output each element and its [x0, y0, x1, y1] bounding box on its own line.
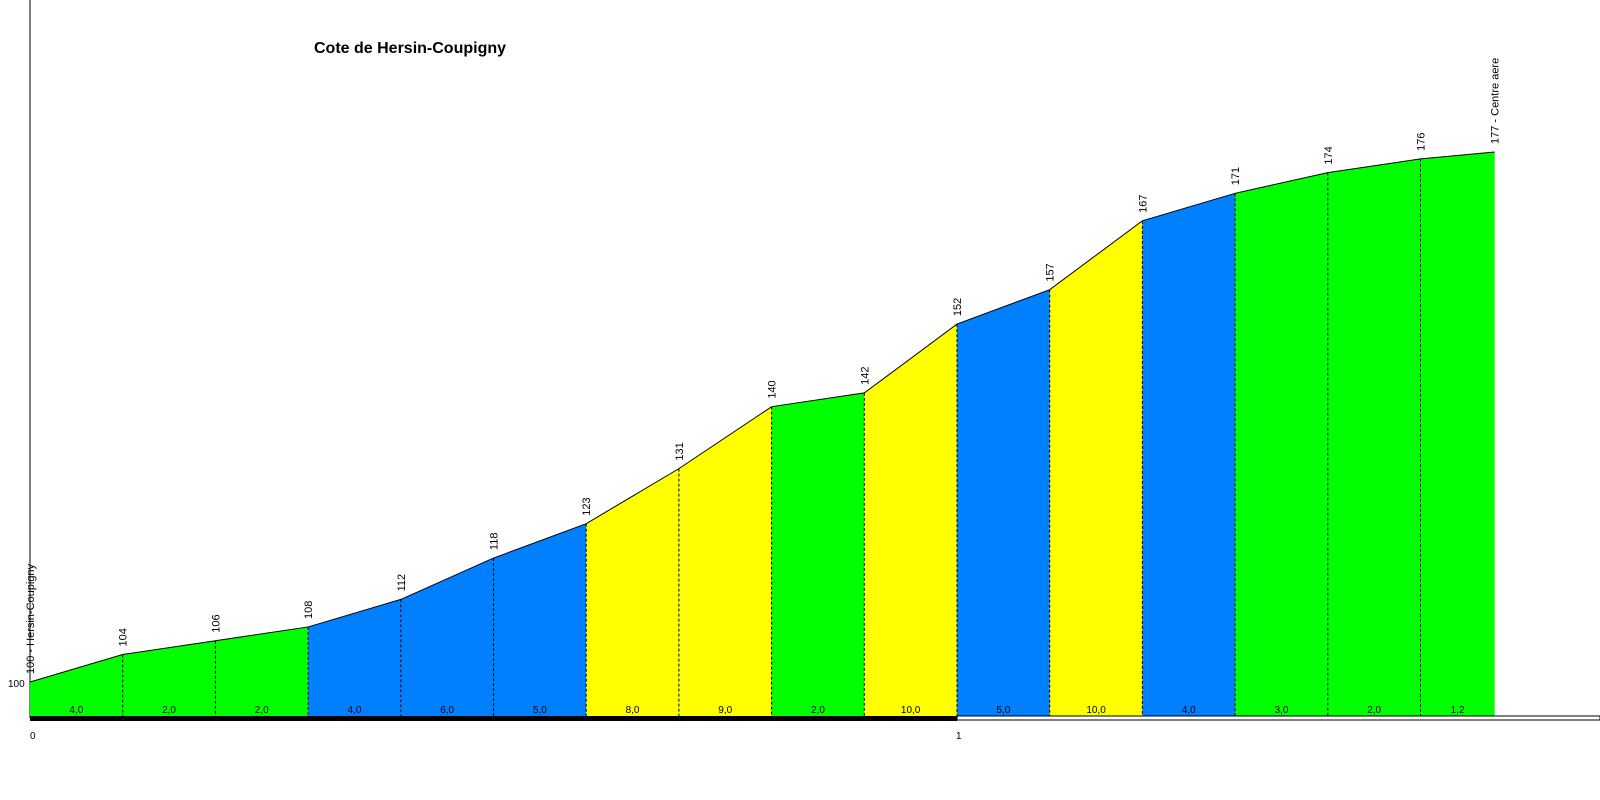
elevation-label: 106 — [210, 614, 222, 632]
y-axis-label: 100 — [8, 679, 25, 690]
elevation-label: 131 — [674, 442, 686, 460]
profile-line — [29, 151, 1495, 683]
gradient-segment — [30, 654, 123, 716]
elevation-label: 108 — [303, 601, 315, 619]
gradient-label: 6,0 — [440, 705, 454, 716]
elevation-label: 100 - Hersin-Coupigny — [25, 563, 37, 674]
elevation-label: 118 — [489, 533, 501, 551]
elevation-label: 176 — [1416, 133, 1428, 151]
gradient-segment — [957, 289, 1050, 716]
gradient-segment — [122, 640, 216, 716]
gradient-label: 5,0 — [996, 705, 1010, 716]
gradient-segment — [215, 626, 309, 716]
elevation-label: 171 — [1230, 167, 1242, 185]
gradient-segment — [1420, 152, 1495, 716]
gradient-segment — [493, 523, 587, 716]
gradient-labels: 4,0 2,0 2,0 4,0 6,0 5,0 8,0 9,0 2,0 10,0 5,0 10,0 4,… — [69, 705, 1465, 716]
elevation-label: 140 — [767, 380, 779, 398]
elevation-label: 104 — [118, 628, 130, 646]
gradient-label: 9,0 — [718, 705, 732, 716]
gradient-label: 8,0 — [626, 705, 640, 716]
gradient-label: 10,0 — [901, 705, 921, 716]
gradient-label: 4,0 — [347, 705, 361, 716]
x-tick-0: 0 — [30, 731, 36, 742]
chart-title: Cote de Hersin-Coupigny — [314, 40, 506, 57]
elevation-label: 152 — [952, 298, 964, 316]
elevation-label: 174 — [1323, 146, 1335, 164]
elevation-labels: 100 - Hersin-Coupigny 104 106 108 112 118 123 1… — [25, 58, 1502, 674]
gradient-segment — [678, 406, 772, 716]
gradient-label: 10,0 — [1086, 705, 1106, 716]
x-tick-1: 1 — [956, 731, 962, 742]
elevation-label: 177 - Centre aere — [1490, 58, 1502, 144]
gradient-segment — [1049, 220, 1143, 716]
gradient-segment — [864, 324, 957, 716]
gradient-segment — [308, 599, 401, 716]
gradient-segment — [1235, 172, 1328, 716]
gradient-label: 2,0 — [255, 705, 269, 716]
elevation-label: 157 — [1045, 263, 1057, 281]
gradient-segment — [586, 468, 679, 716]
gradient-segment — [771, 392, 865, 716]
gradient-segments — [30, 152, 1495, 716]
elevation-label: 112 — [396, 574, 408, 592]
gradient-segment — [1327, 158, 1421, 716]
gradient-label: 4,0 — [1182, 705, 1196, 716]
gradient-label: 2,0 — [162, 705, 176, 716]
distance-bar-km0 — [30, 716, 957, 721]
gradient-segment — [400, 558, 494, 716]
gradient-label: 3,0 — [1274, 705, 1288, 716]
elevation-label: 123 — [581, 497, 593, 515]
gradient-label: 2,0 — [811, 705, 825, 716]
elevation-label: 167 — [1137, 194, 1149, 212]
distance-bar-km1 — [956, 715, 1600, 721]
gradient-label: 4,0 — [69, 705, 83, 716]
gradient-label: 1,2 — [1451, 705, 1465, 716]
elevation-label: 142 — [859, 367, 871, 385]
gradient-segment — [1142, 193, 1236, 716]
gradient-label: 5,0 — [533, 705, 547, 716]
gradient-label: 2,0 — [1367, 705, 1381, 716]
